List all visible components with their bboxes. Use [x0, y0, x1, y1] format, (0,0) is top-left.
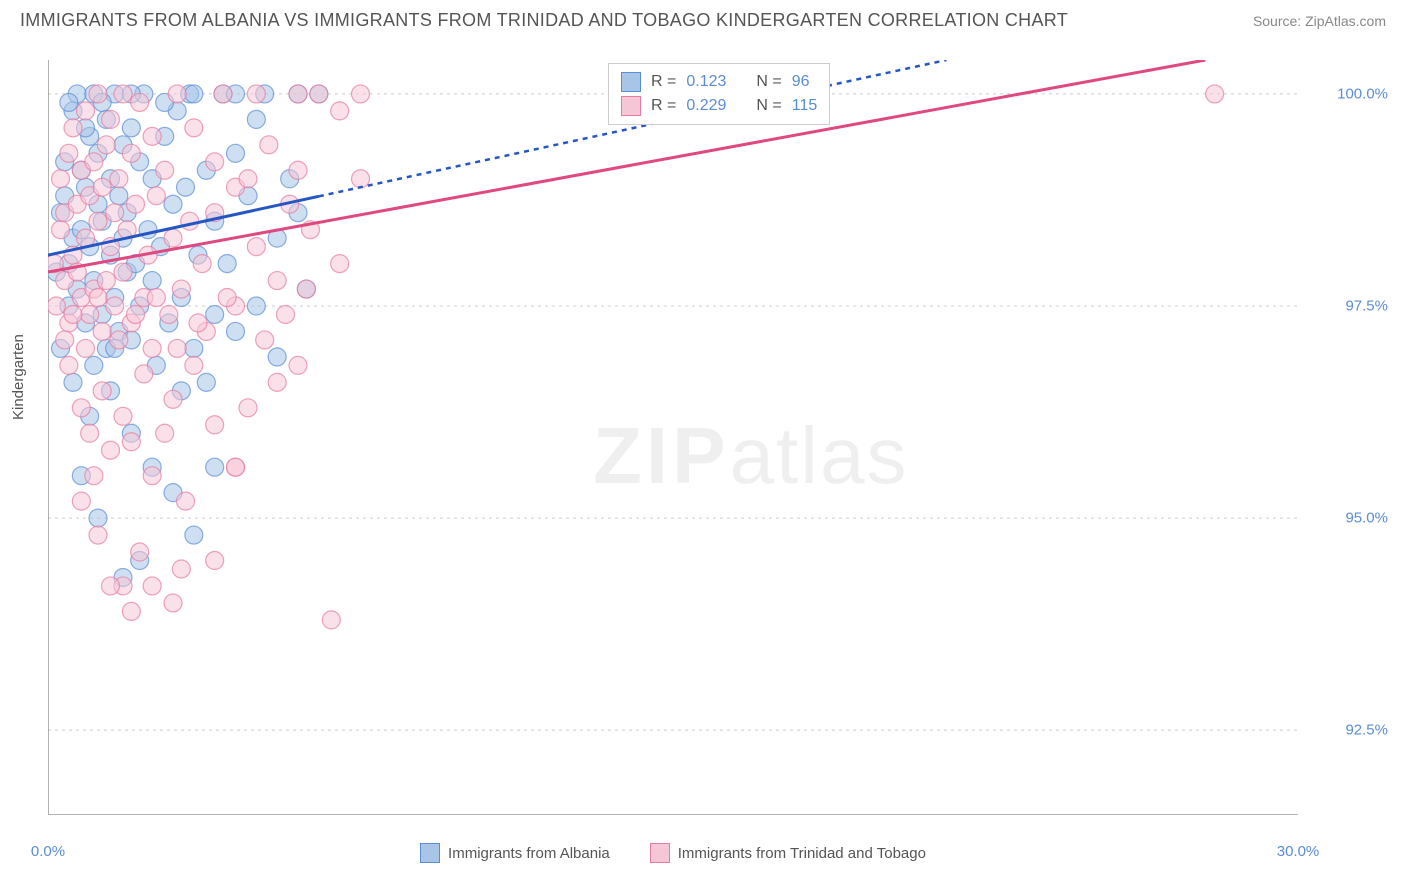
legend-swatch: [650, 843, 670, 863]
n-label: N =: [756, 70, 781, 94]
scatter-plot-svg: [48, 60, 1298, 815]
x-tick-label: 0.0%: [31, 843, 65, 860]
source-name: ZipAtlas.com: [1305, 13, 1386, 29]
stats-row: R = 0.229 N = 115: [621, 94, 817, 118]
r-label: R =: [651, 70, 676, 94]
plot-area: ZIPatlas R = 0.123 N = 96 R = 0.229 N = …: [48, 60, 1298, 815]
legend: Immigrants from Albania Immigrants from …: [48, 843, 1298, 863]
stats-swatch: [621, 96, 641, 116]
n-value: 96: [792, 70, 810, 94]
chart-title: IMMIGRANTS FROM ALBANIA VS IMMIGRANTS FR…: [20, 10, 1068, 31]
legend-label: Immigrants from Trinidad and Tobago: [678, 845, 926, 862]
legend-item-trinidad: Immigrants from Trinidad and Tobago: [650, 843, 926, 863]
legend-label: Immigrants from Albania: [448, 845, 610, 862]
stats-swatch: [621, 72, 641, 92]
correlation-stats-box: R = 0.123 N = 96 R = 0.229 N = 115: [608, 63, 830, 125]
r-value: 0.123: [686, 70, 726, 94]
r-label: R =: [651, 94, 676, 118]
source-prefix: Source:: [1253, 13, 1305, 29]
y-tick-label: 97.5%: [1345, 298, 1388, 315]
y-tick-label: 100.0%: [1337, 85, 1388, 102]
source-attribution: Source: ZipAtlas.com: [1253, 13, 1386, 29]
legend-swatch: [420, 843, 440, 863]
legend-item-albania: Immigrants from Albania: [420, 843, 610, 863]
y-axis-label: Kindergarten: [10, 334, 27, 420]
x-tick-label: 30.0%: [1277, 843, 1320, 860]
r-value: 0.229: [686, 94, 726, 118]
chart-header: IMMIGRANTS FROM ALBANIA VS IMMIGRANTS FR…: [0, 0, 1406, 37]
y-tick-label: 95.0%: [1345, 510, 1388, 527]
y-tick-label: 92.5%: [1345, 722, 1388, 739]
stats-row: R = 0.123 N = 96: [621, 70, 817, 94]
n-value: 115: [792, 94, 818, 118]
n-label: N =: [756, 94, 781, 118]
